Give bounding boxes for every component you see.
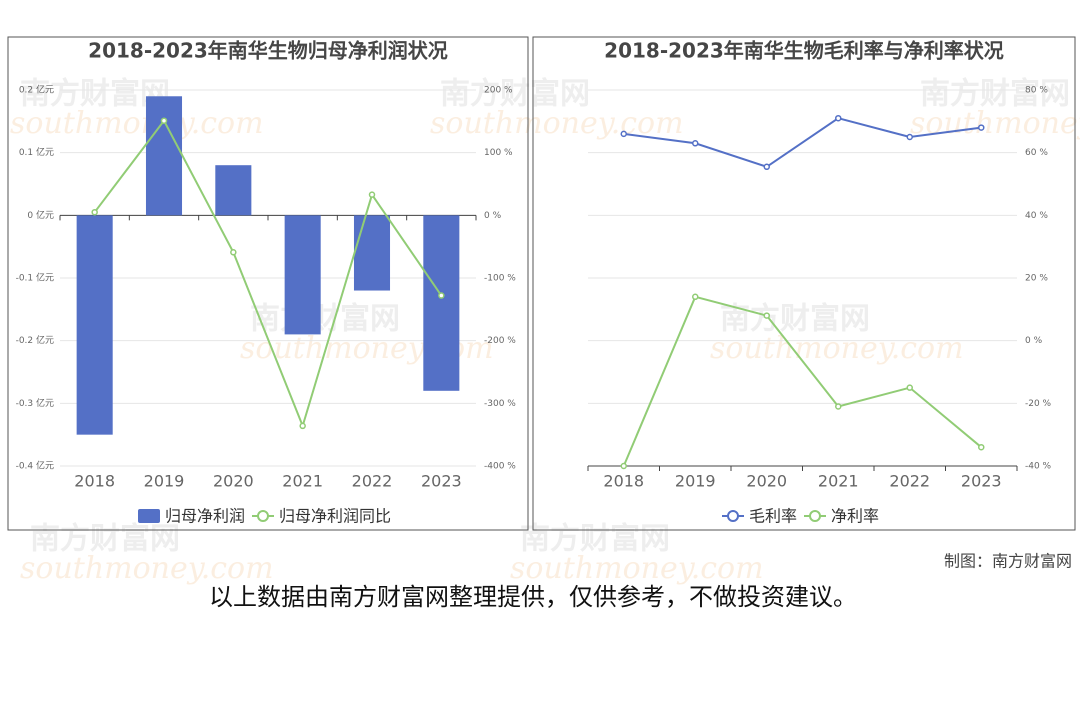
disclaimer: 以上数据由南方财富网整理提供，仅供参考，不做投资建议。	[209, 583, 857, 611]
y2-tick-label: 20 %	[1025, 274, 1048, 284]
point	[763, 163, 770, 171]
bar	[215, 165, 252, 216]
x-tick-label: 2022	[352, 472, 393, 491]
watermark: 南方财富网	[250, 302, 400, 337]
point	[91, 208, 98, 216]
y2-tick-label: -20 %	[1025, 399, 1052, 409]
credit: 制图：南方财富网	[944, 552, 1072, 571]
y2-tick-label: 40 %	[1025, 211, 1048, 221]
y2-tick-label: -40 %	[1025, 462, 1052, 472]
bar	[284, 215, 321, 335]
y2-tick-label: -100 %	[484, 274, 516, 284]
point	[692, 293, 699, 301]
legend-swatch	[727, 510, 739, 522]
bar	[76, 215, 113, 435]
x-tick-label: 2023	[421, 472, 462, 491]
point	[230, 249, 237, 256]
legend-label: 归母净利润	[165, 507, 245, 526]
y-tick-label: -0.4 亿元	[16, 460, 54, 472]
x-tick-label: 2021	[282, 472, 323, 491]
legend-swatch	[257, 510, 269, 522]
line	[93, 118, 443, 429]
watermarks: 南方财富网southmoney.com南方财富网southmoney.com南方…	[10, 77, 1080, 587]
watermark: 南方财富网	[30, 522, 180, 557]
y-tick-label: 0.1 亿元	[19, 146, 54, 158]
point	[620, 130, 627, 138]
chart-frame	[532, 36, 1076, 531]
point	[620, 462, 627, 470]
y2-tick-label: -300 %	[484, 399, 516, 409]
y2-tick-label: 0 %	[484, 211, 502, 221]
y-tick-label: -0.1 亿元	[16, 272, 54, 284]
point	[978, 124, 985, 131]
x-tick-label: 2022	[889, 472, 930, 491]
x-tick-label: 2019	[144, 472, 185, 491]
point	[906, 384, 913, 391]
y-tick-label: 0.2 亿元	[19, 84, 54, 96]
legend-label: 毛利率	[749, 507, 797, 526]
y2-tick-label: 80 %	[1025, 86, 1048, 96]
chart-title: 2018-2023年南华生物毛利率与净利率状况	[604, 39, 1004, 63]
point	[692, 140, 699, 147]
watermark: 南方财富网	[720, 302, 870, 337]
watermark-url: southmoney.com	[10, 106, 264, 141]
point	[160, 117, 168, 124]
x-tick-label: 2020	[213, 472, 254, 491]
legend-swatch	[809, 510, 821, 522]
watermark: 南方财富网	[920, 77, 1070, 112]
point	[299, 422, 306, 430]
x-tick-label: 2019	[675, 472, 716, 491]
y2-tick-label: 0 %	[1025, 336, 1043, 346]
y-tick-label: -0.2 亿元	[16, 334, 54, 346]
y2-tick-label: 100 %	[484, 148, 513, 158]
chart-title: 2018-2023年南华生物归母净利润状况	[88, 39, 448, 63]
y2-tick-label: -400 %	[484, 462, 516, 472]
y2-tick-label: 200 %	[484, 86, 513, 96]
y2-tick-label: -200 %	[484, 336, 516, 346]
watermark-url: southmoney.com	[910, 106, 1080, 141]
y-tick-label: -0.3 亿元	[16, 397, 54, 409]
bar	[145, 96, 183, 216]
bar	[423, 215, 460, 391]
bar	[353, 215, 391, 291]
point	[368, 191, 376, 198]
point	[835, 114, 842, 122]
legend-label: 净利率	[831, 507, 879, 526]
chart-frame	[7, 36, 529, 531]
legend-label: 归母净利润同比	[279, 507, 391, 526]
x-tick-label: 2018	[74, 472, 115, 491]
point	[835, 403, 842, 410]
x-tick-label: 2021	[818, 472, 859, 491]
line	[623, 117, 982, 168]
watermark-url: southmoney.com	[20, 551, 274, 586]
point	[906, 133, 913, 141]
x-tick-label: 2023	[961, 472, 1002, 491]
x-tick-label: 2020	[746, 472, 787, 491]
watermark-url: southmoney.com	[710, 331, 964, 366]
point	[438, 292, 445, 299]
watermark: 南方财富网	[440, 77, 590, 112]
line	[622, 295, 982, 467]
x-tick-label: 2018	[603, 472, 644, 491]
y2-tick-label: 60 %	[1025, 148, 1048, 158]
point	[978, 443, 985, 451]
y-tick-label: 0 亿元	[27, 209, 54, 221]
watermark: 南方财富网	[20, 77, 170, 112]
point	[763, 312, 770, 319]
watermark-url: southmoney.com	[510, 551, 764, 586]
legend-swatch	[138, 509, 160, 523]
watermark: 南方财富网	[520, 522, 670, 557]
